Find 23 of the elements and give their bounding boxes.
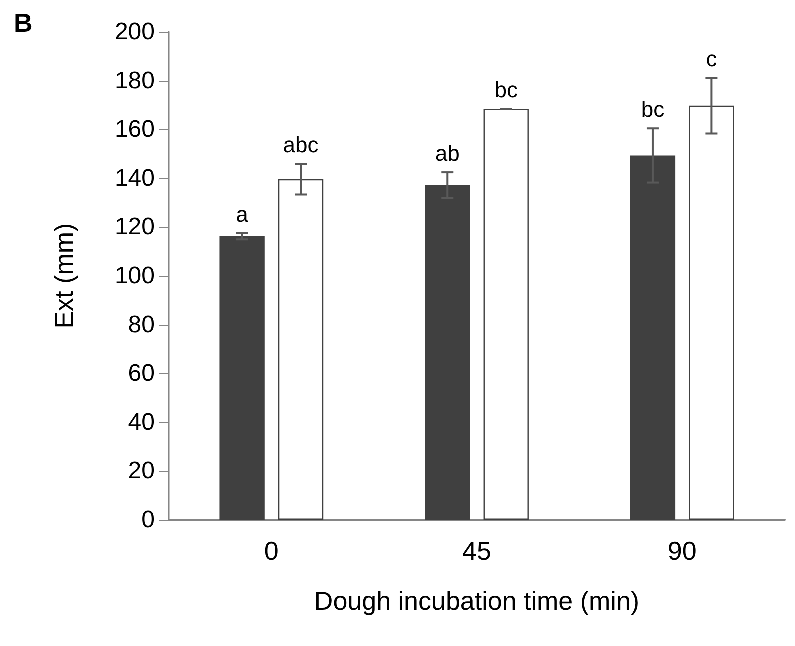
data-label: bc [641, 97, 665, 122]
y-tick-label: 20 [128, 458, 155, 485]
y-tick-label: 0 [142, 506, 155, 534]
y-tick-label: 40 [128, 408, 155, 436]
y-tick-label: 60 [128, 360, 155, 388]
y-tick-label: 140 [114, 164, 155, 192]
data-label: bc [494, 78, 518, 103]
y-tick-label: 120 [114, 214, 155, 241]
data-label: a [236, 202, 250, 227]
text: B [14, 8, 33, 38]
data-label: ab [435, 141, 460, 166]
y-tick-label: 80 [128, 311, 155, 338]
x-tick-label: 90 [668, 536, 697, 566]
data-label: c [706, 46, 718, 72]
y-tick-label: 180 [114, 67, 155, 94]
x-tick-label: 0 [264, 536, 279, 566]
x-axis-title: Dough incubation time (min) [314, 586, 640, 616]
y-axis-title: Ext (mm) [49, 223, 79, 329]
y-tick-label: 200 [114, 18, 155, 46]
y-tick-label: 100 [114, 262, 155, 290]
y-tick-label: 160 [114, 116, 155, 144]
x-tick-label: 45 [462, 536, 492, 566]
data-label: abc [283, 132, 319, 158]
